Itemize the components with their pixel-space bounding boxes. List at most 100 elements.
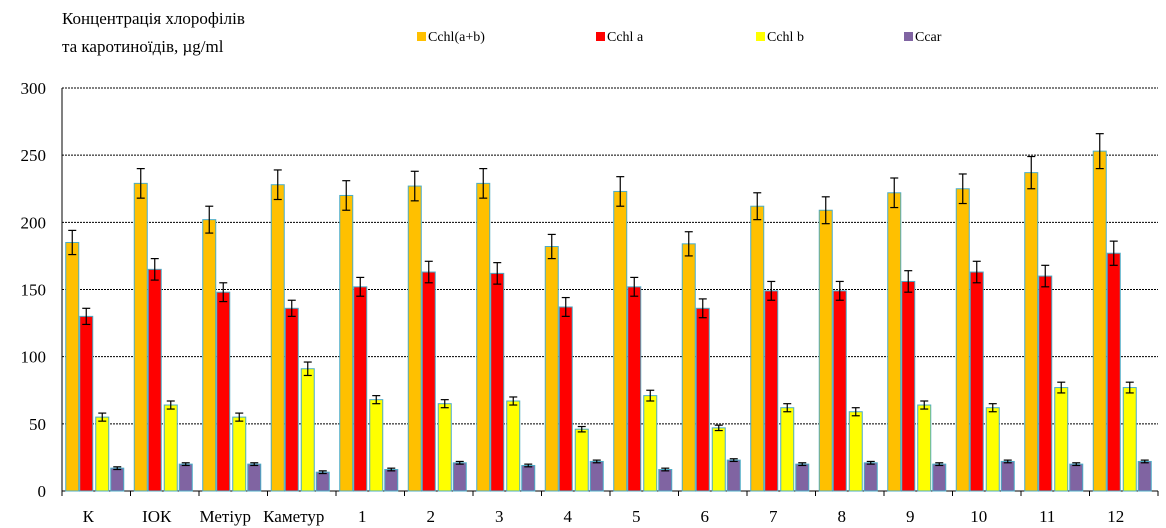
bar [1122,387,1137,492]
bar [110,467,125,492]
bar [216,291,231,492]
legend-swatch [904,32,913,41]
bar [476,182,491,492]
bar [421,271,436,492]
x-tick-label: 8 [838,507,847,526]
bar [339,194,354,492]
bar [681,243,696,492]
bar [1000,460,1015,492]
bar [613,190,628,492]
legend-swatch [596,32,605,41]
bar [133,182,148,492]
bar [985,407,1000,492]
bar [270,184,285,492]
y-tick-label: 50 [29,415,46,434]
legend-label: Cchl(a+b) [428,30,485,45]
x-tick-label: 7 [769,507,778,526]
bar [315,471,330,492]
bar [863,462,878,492]
y-tick-label: 100 [21,348,47,367]
bar [147,268,162,492]
bar [284,307,299,492]
bar [1054,387,1069,492]
y-tick-label: 150 [21,281,47,300]
bar [163,404,178,492]
x-tick-label: Метіур [199,507,251,526]
bar [452,462,467,492]
x-tick-label: 1 [358,507,367,526]
legend-label: Cchl b [767,30,804,45]
x-tick-label: 3 [495,507,504,526]
x-tick-label: 2 [427,507,436,526]
y-tick-label: 300 [21,79,47,98]
bar [932,463,947,492]
y-axis-title-line-2: та каротиноїдів, µg/ml [62,37,224,56]
y-tick-label: 0 [38,482,47,501]
bar [247,463,262,492]
legend-item-ccar: Ccar [904,30,941,46]
bar [795,463,810,492]
bar [544,246,559,492]
bar [832,290,847,492]
bar [695,307,710,492]
y-tick-label: 250 [21,146,47,165]
bar [95,416,110,492]
bar [750,205,765,492]
bar [1137,460,1152,492]
bar [178,463,193,492]
bar [764,290,779,492]
x-tick-label: 5 [632,507,641,526]
y-axis-title-line-1: Концентрація хлорофілів [62,9,245,28]
legend-item-cchl-b: Cchl b [756,30,804,46]
x-tick-label: К [83,507,95,526]
legend-item-cchl-ab: Cchl(a+b) [417,30,485,46]
bar [901,280,916,492]
x-tick-label: 4 [564,507,573,526]
bar [506,400,521,492]
bar [490,272,505,492]
bar [558,306,573,492]
x-tick-label: 6 [701,507,710,526]
bar [780,407,795,492]
x-tick-label: 11 [1039,507,1055,526]
legend-label: Ccar [915,30,942,45]
x-tick-label: ІОК [142,507,172,526]
x-tick-label: 10 [970,507,987,526]
bar [1092,150,1107,492]
bar [384,469,399,492]
bar [232,416,247,492]
bar [887,192,902,492]
bar [1038,275,1053,492]
bar [574,428,589,492]
bar [726,459,741,492]
bar [79,315,94,492]
bar [955,188,970,492]
bar [643,395,658,492]
bar [589,460,604,492]
legend-item-cchl-a: Cchl a [596,30,643,46]
bar [407,185,422,492]
bar [917,404,932,492]
bar [1024,172,1039,492]
bar [818,209,833,492]
bar [969,271,984,492]
y-tick-label: 200 [21,213,47,232]
bar [627,286,642,492]
legend-label: Cchl a [607,30,644,45]
x-tick-label: 9 [906,507,915,526]
bar [369,399,384,492]
bar [711,427,726,492]
bar [1106,252,1121,492]
bar [437,403,452,492]
bar [1069,463,1084,492]
bar [300,368,315,492]
x-tick-label: 12 [1107,507,1124,526]
bar [658,469,673,492]
bar [65,241,80,492]
bar [521,464,536,492]
x-tick-label: Каметур [263,507,324,526]
bar [848,411,863,492]
bar [202,219,217,492]
legend-swatch [756,32,765,41]
